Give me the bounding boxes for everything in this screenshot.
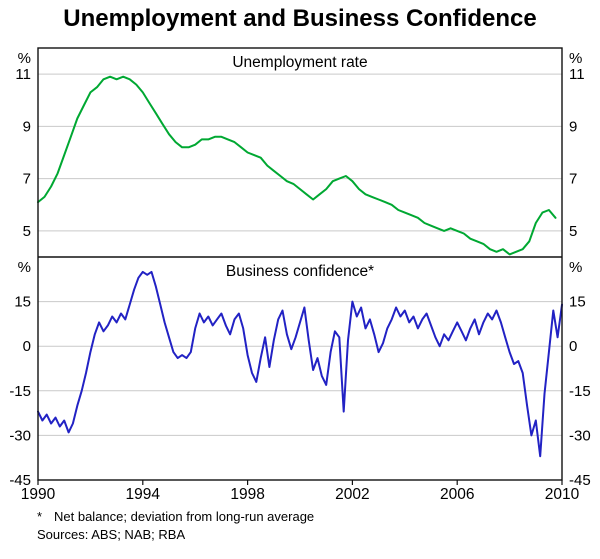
y-tick-label-right: 7 — [569, 171, 577, 188]
sources-text: Sources: ABS; NAB; RBA — [37, 527, 186, 543]
footnote-asterisk: * — [37, 509, 43, 524]
plot-border — [37, 47, 563, 481]
y-tick-label-left: -45 — [9, 472, 31, 489]
y-tick-label-right: 5 — [569, 223, 577, 240]
y-tick-label-right: 11 — [569, 66, 585, 83]
data-line — [37, 270, 563, 458]
x-tick-label: 2010 — [545, 486, 580, 503]
y-tick-label-right: -15 — [569, 383, 591, 400]
x-tick-label: 2002 — [335, 486, 369, 503]
panel-label: Business confidence* — [226, 263, 374, 280]
y-tick-label-left: 7 — [23, 171, 31, 188]
panel-label: Unemployment rate — [232, 54, 367, 71]
y-tick-label-left: -15 — [9, 383, 31, 400]
footnote-text: Net balance; deviation from long-run ave… — [54, 509, 315, 524]
chart-title: Unemployment and Business Confidence — [63, 5, 537, 32]
footnotes-block: * Net balance; deviation from long-run a… — [37, 509, 590, 544]
y-tick-label-left: 15 — [14, 294, 31, 311]
y-tick-label-right: -45 — [569, 472, 591, 489]
x-tick-label: 1990 — [21, 486, 56, 503]
unit-label-left: % — [18, 259, 31, 276]
unit-label-right: % — [569, 50, 582, 67]
y-tick-label-right: 0 — [569, 338, 577, 355]
footnote-line: * Net balance; deviation from long-run a… — [37, 509, 590, 525]
unit-label-right: % — [569, 259, 582, 276]
y-tick-label-left: -30 — [9, 427, 31, 444]
y-tick-label-right: 9 — [569, 118, 577, 135]
x-tick-label: 1998 — [230, 486, 264, 503]
unit-label-left: % — [18, 50, 31, 67]
y-tick-label-left: 9 — [23, 118, 31, 135]
y-tick-label-left: 0 — [23, 338, 31, 355]
x-tick-label: 1994 — [126, 486, 161, 503]
y-tick-label-right: -30 — [569, 427, 591, 444]
y-tick-label-right: 15 — [569, 294, 586, 311]
y-tick-label-left: 5 — [23, 223, 31, 240]
chart-canvas: 11 11 9 9 7 7 5 5% % Unemployment rate 15 15 0 0 -15 -1… — [9, 47, 591, 503]
x-tick-label: 2006 — [440, 486, 474, 503]
data-line — [37, 75, 557, 256]
y-tick-label-left: 11 — [15, 66, 31, 83]
